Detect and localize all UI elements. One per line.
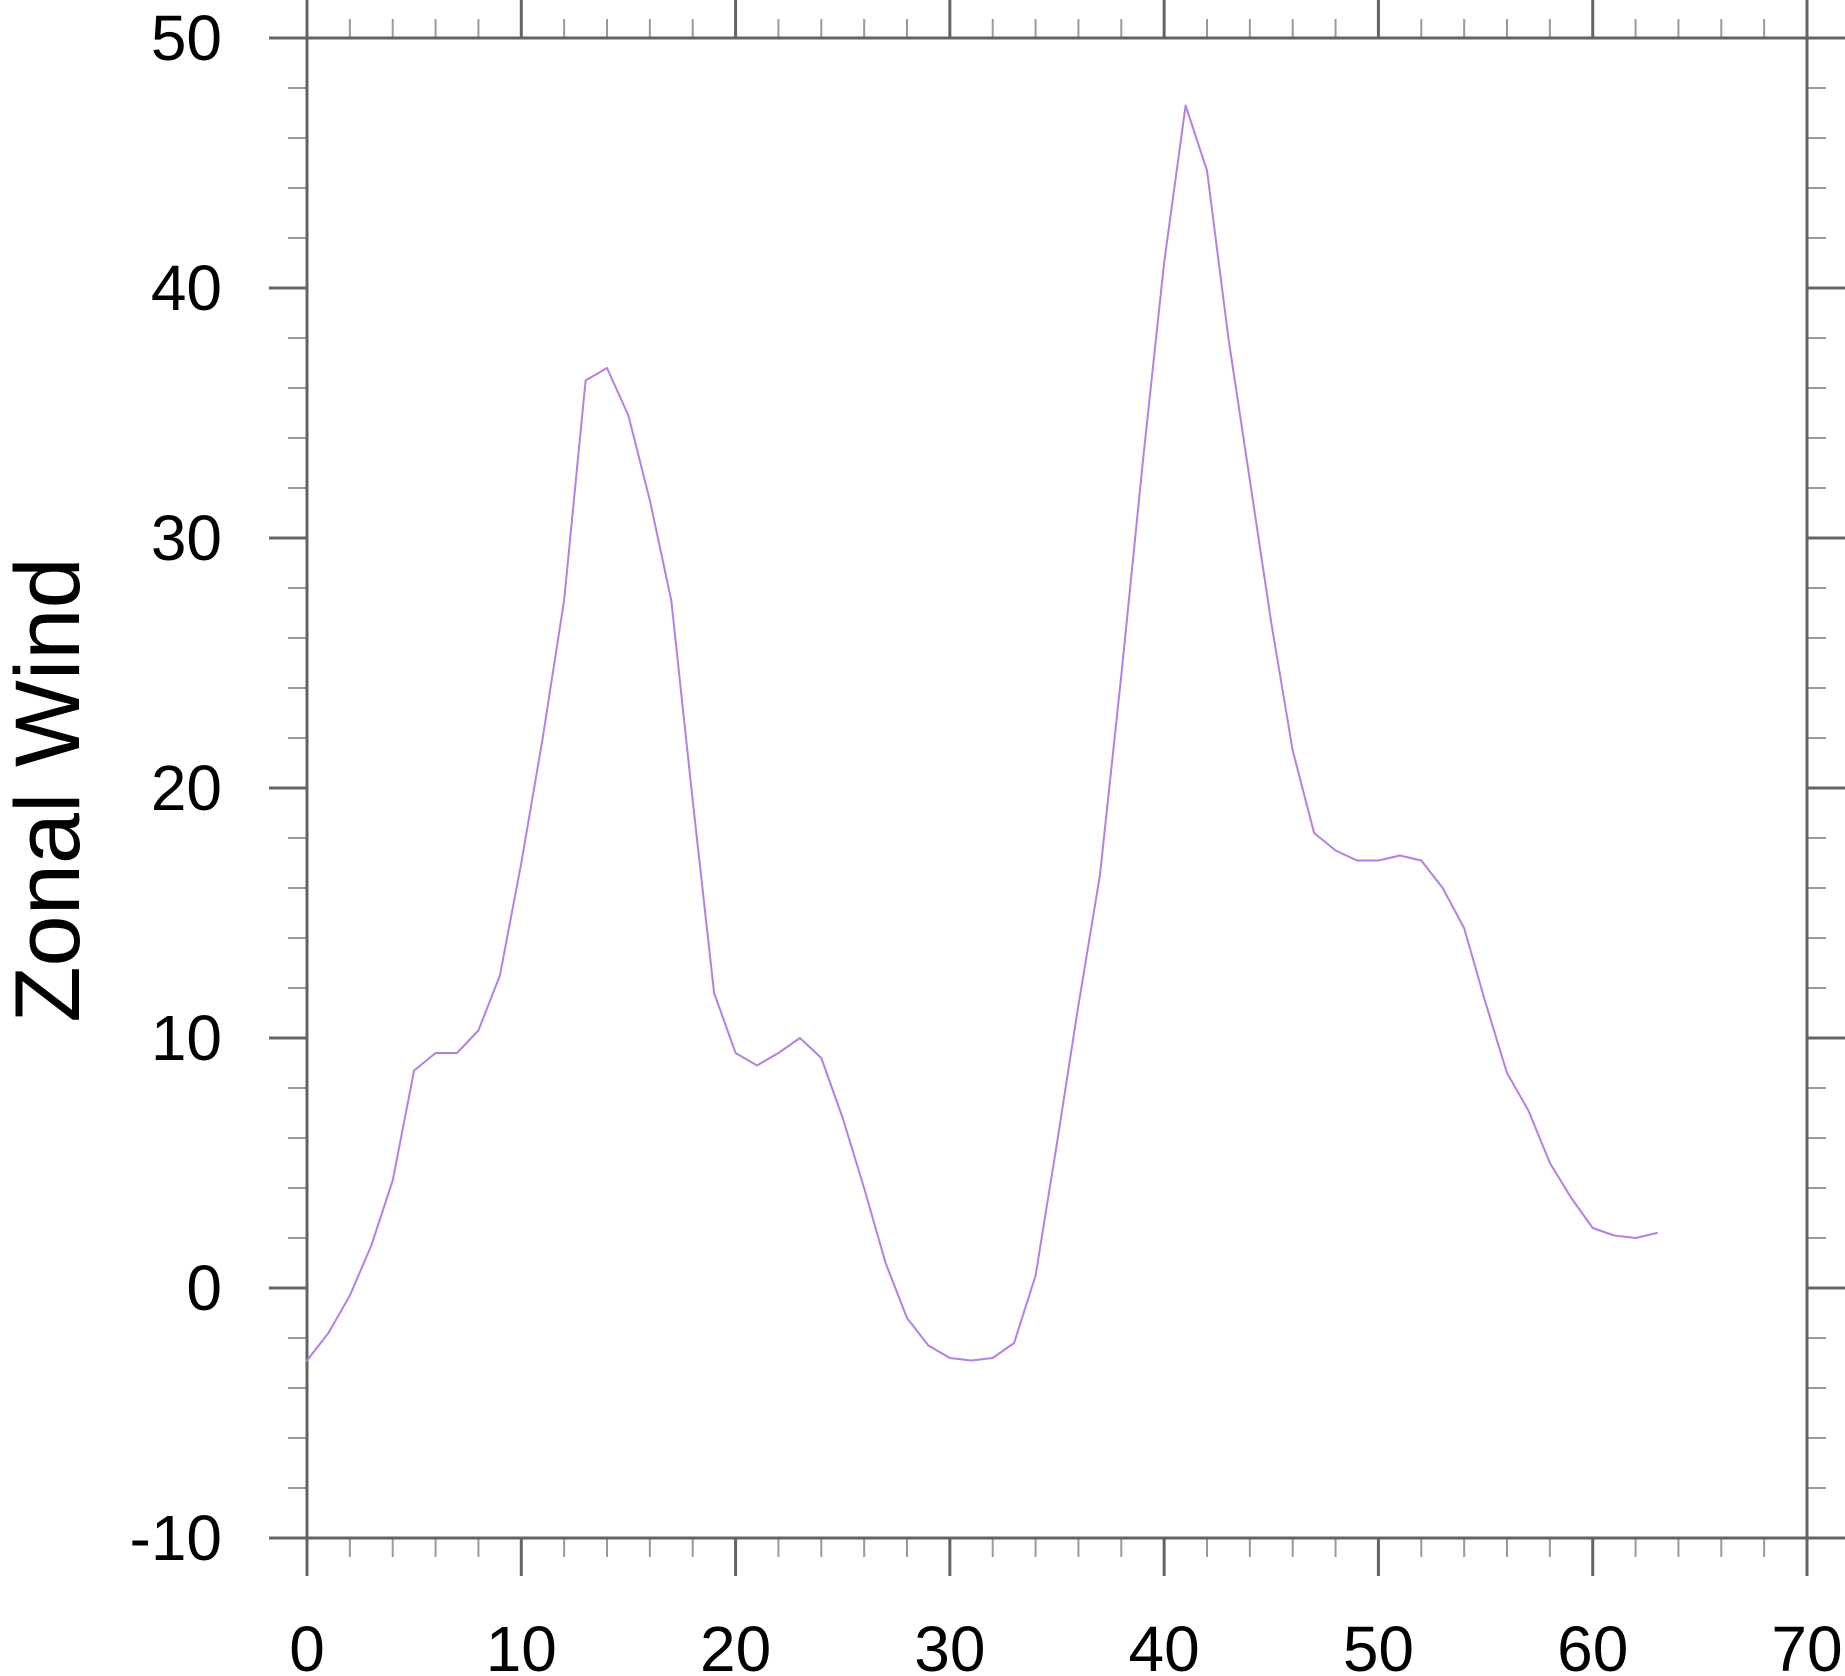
x-tick-label: 40 bbox=[1129, 1613, 1200, 1676]
y-tick-label: 30 bbox=[151, 502, 222, 574]
x-tick-label: 10 bbox=[486, 1613, 557, 1676]
y-tick-label: 50 bbox=[151, 2, 222, 74]
y-axis-title: Zonal Wind bbox=[0, 557, 99, 1023]
y-tick-label: -10 bbox=[130, 1502, 223, 1574]
y-tick-label: 20 bbox=[151, 752, 222, 824]
x-tick-label: 70 bbox=[1771, 1613, 1842, 1676]
plot-frame bbox=[305, 36, 1809, 1540]
x-tick-label: 50 bbox=[1343, 1613, 1414, 1676]
x-tick-label: 60 bbox=[1557, 1613, 1628, 1676]
x-tick-label: 30 bbox=[914, 1613, 985, 1676]
x-tick-label: 20 bbox=[700, 1613, 771, 1676]
data-line-zonal-wind bbox=[306, 104, 1658, 1362]
y-tick-label: 40 bbox=[151, 252, 222, 324]
x-tick-label: 0 bbox=[289, 1613, 325, 1676]
y-tick-label: 0 bbox=[186, 1252, 222, 1324]
y-tick-label: 10 bbox=[151, 1002, 222, 1074]
